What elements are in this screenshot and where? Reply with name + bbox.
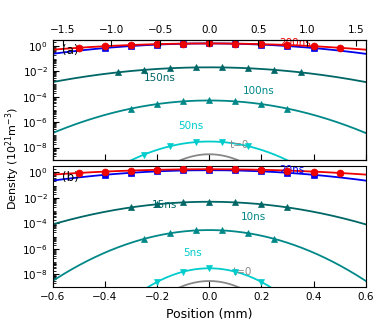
Text: (b): (b) — [62, 171, 79, 184]
Text: t=0: t=0 — [230, 140, 250, 150]
Text: 200ns: 200ns — [280, 38, 311, 49]
Text: 150ns: 150ns — [144, 73, 176, 83]
Text: 100ns: 100ns — [243, 85, 275, 96]
Text: 20ns: 20ns — [280, 165, 305, 175]
Text: t=0: t=0 — [233, 267, 252, 277]
Text: (a): (a) — [62, 45, 79, 57]
Text: 50ns: 50ns — [178, 121, 203, 131]
Text: 15ns: 15ns — [152, 200, 177, 210]
Text: 5ns: 5ns — [183, 248, 202, 258]
Text: 10ns: 10ns — [241, 212, 266, 222]
Text: Density ($10^{21}$m$^{-3}$): Density ($10^{21}$m$^{-3}$) — [4, 107, 22, 210]
X-axis label: Position (mm): Position (mm) — [166, 308, 253, 320]
